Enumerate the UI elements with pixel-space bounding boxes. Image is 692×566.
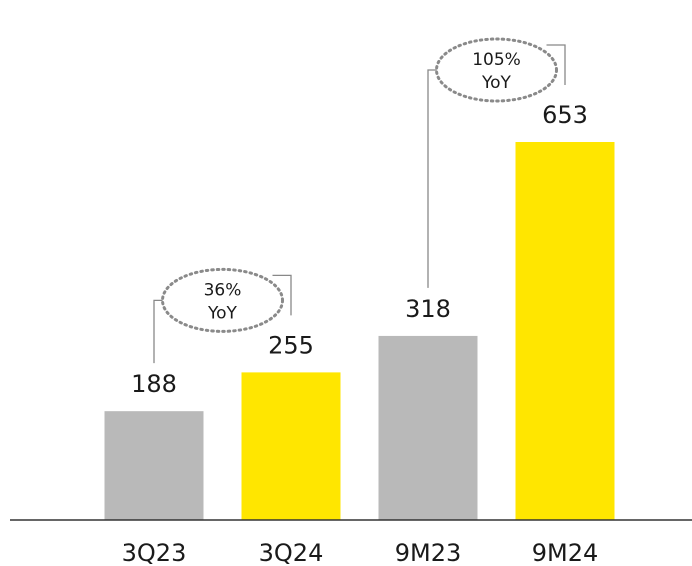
yoy-bubble-0	[161, 267, 284, 333]
category-label-3q23: 3Q23	[122, 539, 187, 566]
value-label-9m23: 318	[405, 295, 451, 323]
category-label-9m24: 9M24	[532, 539, 599, 566]
yoy-bubble-1	[435, 37, 558, 103]
yoy-bracket-left-0	[153, 299, 163, 364]
bar-3q24	[241, 372, 341, 520]
bars-group	[104, 142, 615, 520]
value-label-3q23: 188	[131, 370, 177, 398]
bar-9m24	[515, 142, 615, 520]
yoy-label-0: YoY	[207, 303, 238, 323]
yoy-bracket-right-1	[546, 44, 566, 85]
value-label-3q24: 255	[268, 331, 314, 359]
value-label-9m24: 653	[542, 101, 588, 129]
yoy-label-1: YoY	[481, 73, 512, 93]
yoy-bracket-left-1	[427, 69, 437, 288]
bar-3q23	[104, 411, 204, 520]
category-label-9m23: 9M23	[395, 539, 462, 566]
category-labels-group: 3Q23 3Q24 9M23 9M24	[122, 539, 599, 566]
bar-9m23	[378, 335, 478, 520]
category-label-3q24: 3Q24	[259, 539, 324, 566]
yoy-percent-1: 105%	[472, 50, 521, 70]
yoy-percent-0: 36%	[204, 280, 242, 300]
value-labels-group: 188 255 318 653	[131, 101, 588, 398]
yoy-bracket-right-0	[272, 274, 292, 316]
yoy-annotations-group: 36% YoY 105% YoY	[153, 37, 566, 364]
